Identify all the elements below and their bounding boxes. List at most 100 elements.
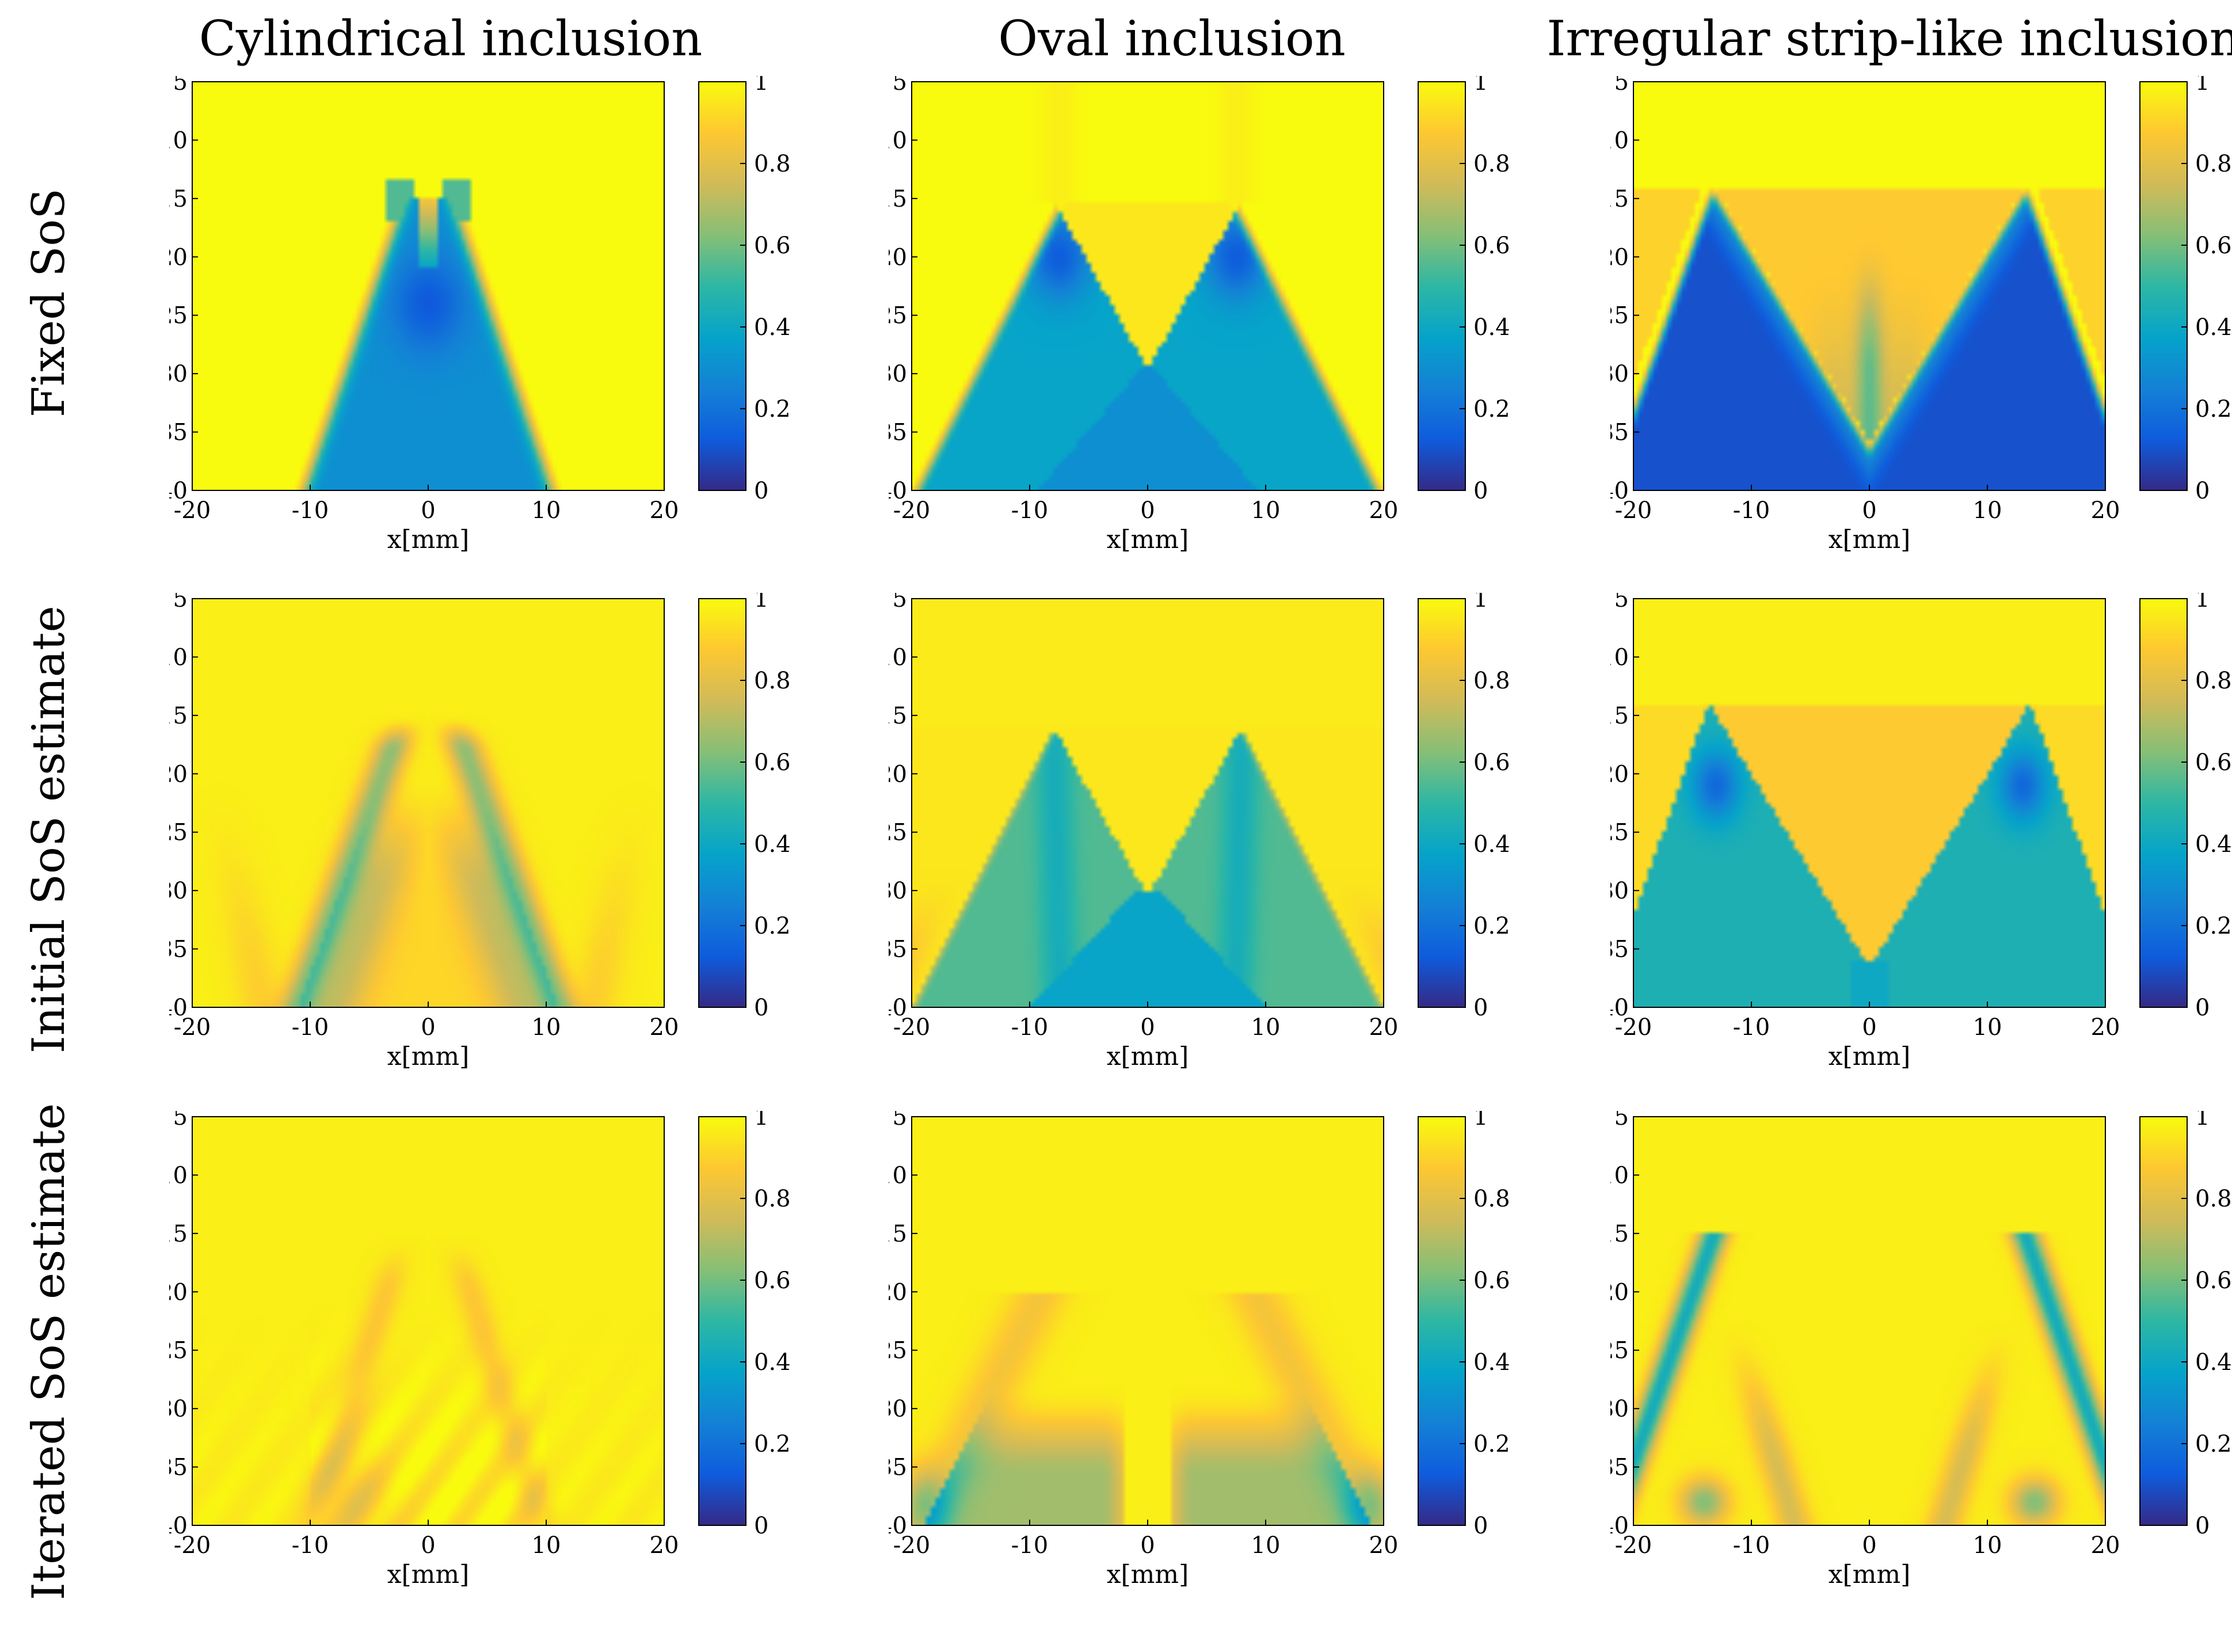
x-tick-label: -10 [1733,1532,1770,1559]
heatmap-panel-iterated-oval: -20-1001020510152025303540x[mm]z[mm]00.2… [889,1111,1510,1589]
y-tick-label: 5 [173,593,188,612]
colorbar-tick-label: 1 [1473,76,1488,96]
x-axis-label: x[mm] [1107,1042,1189,1071]
y-tick-label: 10 [1610,127,1629,154]
y-tick-label: 5 [1614,76,1629,96]
heatmap-image [1633,599,2105,1007]
x-tick-label: 20 [1369,1014,1399,1041]
x-tick-label: -10 [292,497,329,524]
x-tick-label: -20 [174,1532,211,1559]
x-tick-label: 20 [1369,1532,1399,1559]
colorbar-tick-label: 0.2 [1473,913,1510,939]
colorbar-tick-label: 0.4 [2195,831,2232,858]
x-tick-label: 10 [532,1014,561,1041]
colorbar-tick-label: 0.2 [2195,913,2232,939]
colorbar-tick-label: 1 [2195,1111,2210,1130]
colorbar-tick-label: 1 [1473,1111,1488,1130]
x-tick-label: 20 [1369,497,1399,524]
colorbar-gradient [2140,1117,2187,1525]
heatmap-panel-iterated-cylindrical: -20-1001020510152025303540x[mm]z[mm]00.2… [169,1111,791,1589]
x-tick-label: 20 [2091,1532,2120,1559]
y-tick-label: 5 [893,1111,907,1130]
colorbar-frame [698,598,746,1008]
y-tick-label: 40 [1610,1513,1629,1539]
colorbar-tick-label: 0.8 [2195,668,2232,694]
colorbar-gradient [699,599,746,1007]
colorbar-tick-label: 0.8 [1473,668,1510,694]
x-tick-label: -20 [1615,497,1652,524]
y-tick-label: 35 [889,420,907,446]
y-tick-label: 20 [1610,1279,1629,1305]
x-tick-label: 0 [421,497,435,524]
colorbar-tick-label: 0 [2195,1513,2210,1539]
x-tick-label: -20 [1615,1532,1652,1559]
y-tick-label: 20 [169,244,188,271]
x-tick-label: 0 [421,1532,435,1559]
y-tick-label: 20 [889,1279,907,1305]
colorbar-tick-label: 0.2 [2195,1431,2232,1457]
colorbar-tick-label: 0 [754,1513,768,1539]
y-tick-label: 10 [169,644,188,671]
colorbar-tick-label: 0 [754,995,768,1021]
y-tick-label: 40 [169,1513,188,1539]
y-tick-label: 15 [1610,703,1629,729]
heatmap-image [192,1117,664,1525]
x-tick-label: -10 [292,1532,329,1559]
colorbar-gradient [699,82,746,490]
y-tick-label: 35 [1610,1455,1629,1481]
colorbar-tick-label: 0.6 [754,1267,791,1294]
y-tick-label: 35 [1610,937,1629,963]
x-axis-label: x[mm] [387,525,470,554]
x-tick-label: -20 [893,497,930,524]
x-tick-label: 0 [421,1014,435,1041]
y-tick-label: 20 [889,761,907,787]
row-title-iterated: Iterated SoS estimate [23,1103,75,1600]
x-axis-label: x[mm] [387,1042,470,1071]
y-tick-label: 30 [889,1396,907,1422]
y-tick-label: 35 [1610,420,1629,446]
colorbar-tick-label: 0.4 [754,1349,791,1376]
x-tick-label: -10 [292,1014,329,1041]
y-tick-label: 30 [169,878,188,904]
heatmap-panel-fixed-cylindrical: -20-1001020510152025303540x[mm]z[mm]00.2… [169,76,791,554]
x-tick-label: -10 [1011,1014,1048,1041]
y-tick-label: 5 [893,76,907,96]
y-tick-label: 25 [169,820,188,846]
y-tick-label: 25 [889,303,907,329]
colorbar-tick-label: 0.6 [1473,749,1510,776]
colorbar-tick-label: 0.6 [754,233,791,259]
x-tick-label: 10 [532,1532,561,1559]
colorbar-tick-label: 0.4 [1473,831,1510,858]
colorbar-tick-label: 0.8 [754,1186,791,1212]
y-tick-label: 25 [889,820,907,846]
y-tick-label: 25 [1610,1338,1629,1364]
y-tick-label: 20 [169,761,188,787]
y-tick-label: 40 [889,1513,907,1539]
x-axis-label: x[mm] [1107,525,1189,554]
colorbar-tick-label: 0.2 [754,913,791,939]
x-tick-label: 20 [650,1532,679,1559]
colorbar-tick-label: 0.4 [2195,314,2232,341]
colorbar-tick-label: 0 [2195,995,2210,1021]
colorbar-gradient [2140,82,2187,490]
x-tick-label: -20 [1615,1014,1652,1041]
y-tick-label: 25 [889,1338,907,1364]
colorbar-tick-label: 0.6 [2195,749,2232,776]
colorbar-tick-label: 1 [2195,593,2210,612]
colorbar-tick-label: 0.6 [2195,1267,2232,1294]
y-tick-label: 15 [1610,1221,1629,1247]
x-tick-label: 20 [650,1014,679,1041]
y-tick-label: 25 [169,303,188,329]
colorbar-tick-label: 0.6 [754,749,791,776]
colorbar-frame [2139,1116,2188,1526]
colorbar-tick-label: 1 [2195,76,2210,96]
colorbar-tick-label: 0.2 [754,396,791,422]
x-tick-label: -20 [174,1014,211,1041]
colorbar-tick-label: 0.6 [1473,1267,1510,1294]
colorbar-tick-label: 1 [754,593,768,612]
y-tick-label: 15 [169,186,188,212]
y-tick-label: 40 [1610,478,1629,504]
y-tick-label: 40 [1610,995,1629,1021]
heatmap-panel-initial-irregular: -20-1001020510152025303540x[mm]z[mm]00.2… [1610,593,2232,1071]
y-tick-label: 15 [889,1221,907,1247]
